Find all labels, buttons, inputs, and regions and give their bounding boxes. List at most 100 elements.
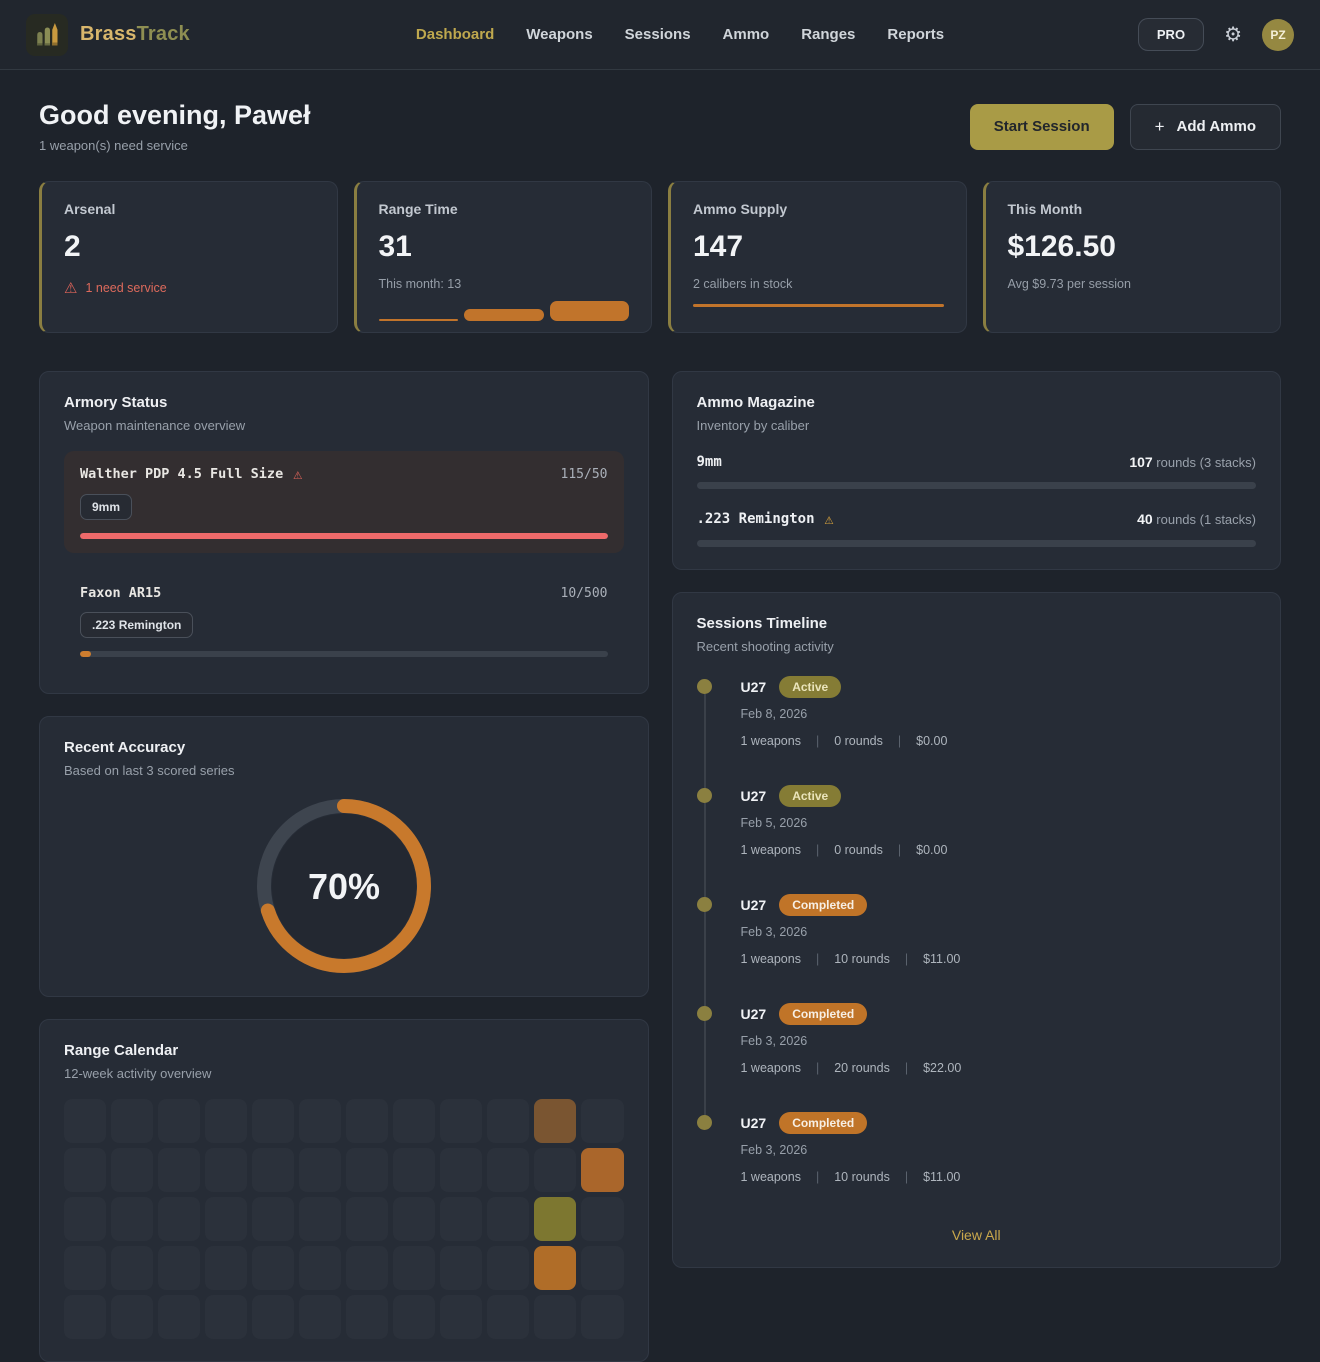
- calendar-cell[interactable]: [440, 1197, 483, 1241]
- add-ammo-label: Add Ammo: [1176, 118, 1256, 135]
- calendar-cell[interactable]: [158, 1148, 201, 1192]
- timeline-session-item[interactable]: U27 Completed Feb 3, 2026 1 weapons | 20 roun…: [696, 1003, 1257, 1116]
- nav-item-ranges[interactable]: Ranges: [801, 26, 856, 43]
- sessions-timeline-card: Sessions Timeline Recent shooting activi…: [671, 592, 1281, 1268]
- calendar-cell[interactable]: [393, 1197, 436, 1241]
- calendar-cell[interactable]: [252, 1197, 295, 1241]
- calendar-cell[interactable]: [581, 1197, 624, 1241]
- calendar-cell[interactable]: [111, 1246, 154, 1290]
- calendar-cell[interactable]: [440, 1295, 483, 1339]
- calendar-cell[interactable]: [393, 1295, 436, 1339]
- calendar-cell[interactable]: [487, 1295, 530, 1339]
- calendar-cell[interactable]: [299, 1295, 342, 1339]
- ammo-caliber-text: 9mm: [696, 454, 722, 470]
- calendar-cell[interactable]: [252, 1246, 295, 1290]
- calendar-cell[interactable]: [581, 1246, 624, 1290]
- calendar-cell[interactable]: [64, 1099, 107, 1143]
- calendar-cell[interactable]: [252, 1148, 295, 1192]
- calendar-cell[interactable]: [205, 1295, 248, 1339]
- calendar-cell[interactable]: [299, 1099, 342, 1143]
- timeline-session-item[interactable]: U27 Active Feb 8, 2026 1 weapons | 0 rounds | $…: [696, 676, 1257, 789]
- caliber-badge: .223 Remington: [80, 612, 194, 638]
- stat-alert-text: 1 need service: [85, 281, 167, 295]
- timeline-subtitle: Recent shooting activity: [696, 639, 834, 654]
- view-all-link[interactable]: View All: [951, 1227, 1001, 1243]
- warning-icon: ⚠: [824, 510, 834, 528]
- nav-item-sessions[interactable]: Sessions: [624, 26, 691, 43]
- nav-item-weapons[interactable]: Weapons: [526, 26, 593, 43]
- calendar-cell[interactable]: [346, 1246, 389, 1290]
- session-name: U27: [740, 679, 767, 695]
- calendar-cell[interactable]: [487, 1246, 530, 1290]
- nav-right: PRO ⚙ PZ: [1074, 18, 1294, 51]
- calendar-cell[interactable]: [534, 1295, 577, 1339]
- session-date: Feb 8, 2026: [740, 707, 808, 721]
- stat-card-ammo-supply: Ammo Supply 147 2 calibers in stock: [668, 181, 967, 333]
- nav-item-ammo[interactable]: Ammo: [722, 26, 770, 43]
- calendar-cell[interactable]: [299, 1246, 342, 1290]
- session-rounds: 10 rounds: [834, 1170, 890, 1184]
- header-actions: Start Session + Add Ammo: [969, 103, 1281, 150]
- stat-label: Ammo Supply: [693, 201, 788, 217]
- calendar-cell[interactable]: [158, 1295, 201, 1339]
- calendar-cell[interactable]: [393, 1099, 436, 1143]
- calendar-cell[interactable]: [205, 1148, 248, 1192]
- calendar-cell[interactable]: [111, 1197, 154, 1241]
- gear-icon[interactable]: ⚙: [1224, 23, 1242, 46]
- add-ammo-button[interactable]: + Add Ammo: [1129, 103, 1281, 150]
- calendar-cell[interactable]: [252, 1295, 295, 1339]
- calendar-cell[interactable]: [158, 1246, 201, 1290]
- calendar-cell[interactable]: [252, 1099, 295, 1143]
- calendar-cell[interactable]: [534, 1148, 577, 1192]
- timeline-session-item[interactable]: U27 Active Feb 5, 2026 1 weapons | 0 rounds | $…: [696, 785, 1257, 898]
- session-date: Feb 5, 2026: [740, 816, 808, 830]
- calendar-cell[interactable]: [581, 1148, 624, 1192]
- calendar-cell[interactable]: [158, 1099, 201, 1143]
- calendar-cell[interactable]: [64, 1295, 107, 1339]
- calendar-cell[interactable]: [346, 1295, 389, 1339]
- weapon-head: Walther PDP 4.5 Full Size ⚠ 115/50: [80, 465, 608, 483]
- calendar-cell[interactable]: [346, 1099, 389, 1143]
- calendar-cell[interactable]: [299, 1148, 342, 1192]
- calendar-cell[interactable]: [299, 1197, 342, 1241]
- calendar-cell[interactable]: [581, 1099, 624, 1143]
- calendar-cell[interactable]: [581, 1295, 624, 1339]
- calendar-cell[interactable]: [205, 1246, 248, 1290]
- calendar-cell[interactable]: [64, 1246, 107, 1290]
- stat-value: 31: [378, 230, 412, 263]
- calendar-cell[interactable]: [64, 1148, 107, 1192]
- calendar-cell[interactable]: [158, 1197, 201, 1241]
- calendar-cell[interactable]: [487, 1099, 530, 1143]
- calendar-cell[interactable]: [111, 1099, 154, 1143]
- calendar-cell[interactable]: [534, 1099, 577, 1143]
- calendar-cell[interactable]: [346, 1148, 389, 1192]
- calendar-cell[interactable]: [346, 1197, 389, 1241]
- calendar-cell[interactable]: [111, 1148, 154, 1192]
- separator: |: [815, 843, 820, 857]
- main-nav: Dashboard Weapons Sessions Ammo Ranges Report…: [286, 26, 1074, 43]
- calendar-cell[interactable]: [487, 1148, 530, 1192]
- calendar-cell[interactable]: [534, 1246, 577, 1290]
- nav-item-dashboard[interactable]: Dashboard: [415, 26, 495, 43]
- weapon-name: Faxon AR15: [80, 585, 161, 601]
- start-session-button[interactable]: Start Session: [969, 103, 1114, 150]
- session-weapons: 1 weapons: [740, 843, 801, 857]
- timeline-session-item[interactable]: U27 Completed Feb 3, 2026 1 weapons | 10 roun…: [696, 1112, 1257, 1221]
- calendar-cell[interactable]: [205, 1099, 248, 1143]
- calendar-cell[interactable]: [64, 1197, 107, 1241]
- calendar-cell[interactable]: [440, 1246, 483, 1290]
- calendar-cell[interactable]: [205, 1197, 248, 1241]
- calendar-cell[interactable]: [111, 1295, 154, 1339]
- session-head: U27 Active: [741, 785, 1257, 807]
- timeline-session-item[interactable]: U27 Completed Feb 3, 2026 1 weapons | 10 roun…: [696, 894, 1257, 1007]
- calendar-cell[interactable]: [440, 1148, 483, 1192]
- avatar[interactable]: PZ: [1262, 18, 1294, 51]
- nav-item-reports[interactable]: Reports: [887, 26, 945, 43]
- calendar-cell[interactable]: [393, 1246, 436, 1290]
- calendar-cell[interactable]: [534, 1197, 577, 1241]
- calendar-cell[interactable]: [440, 1099, 483, 1143]
- calendar-cell[interactable]: [487, 1197, 530, 1241]
- session-name: U27: [740, 788, 767, 804]
- calendar-cell[interactable]: [393, 1148, 436, 1192]
- pro-badge[interactable]: PRO: [1137, 18, 1205, 51]
